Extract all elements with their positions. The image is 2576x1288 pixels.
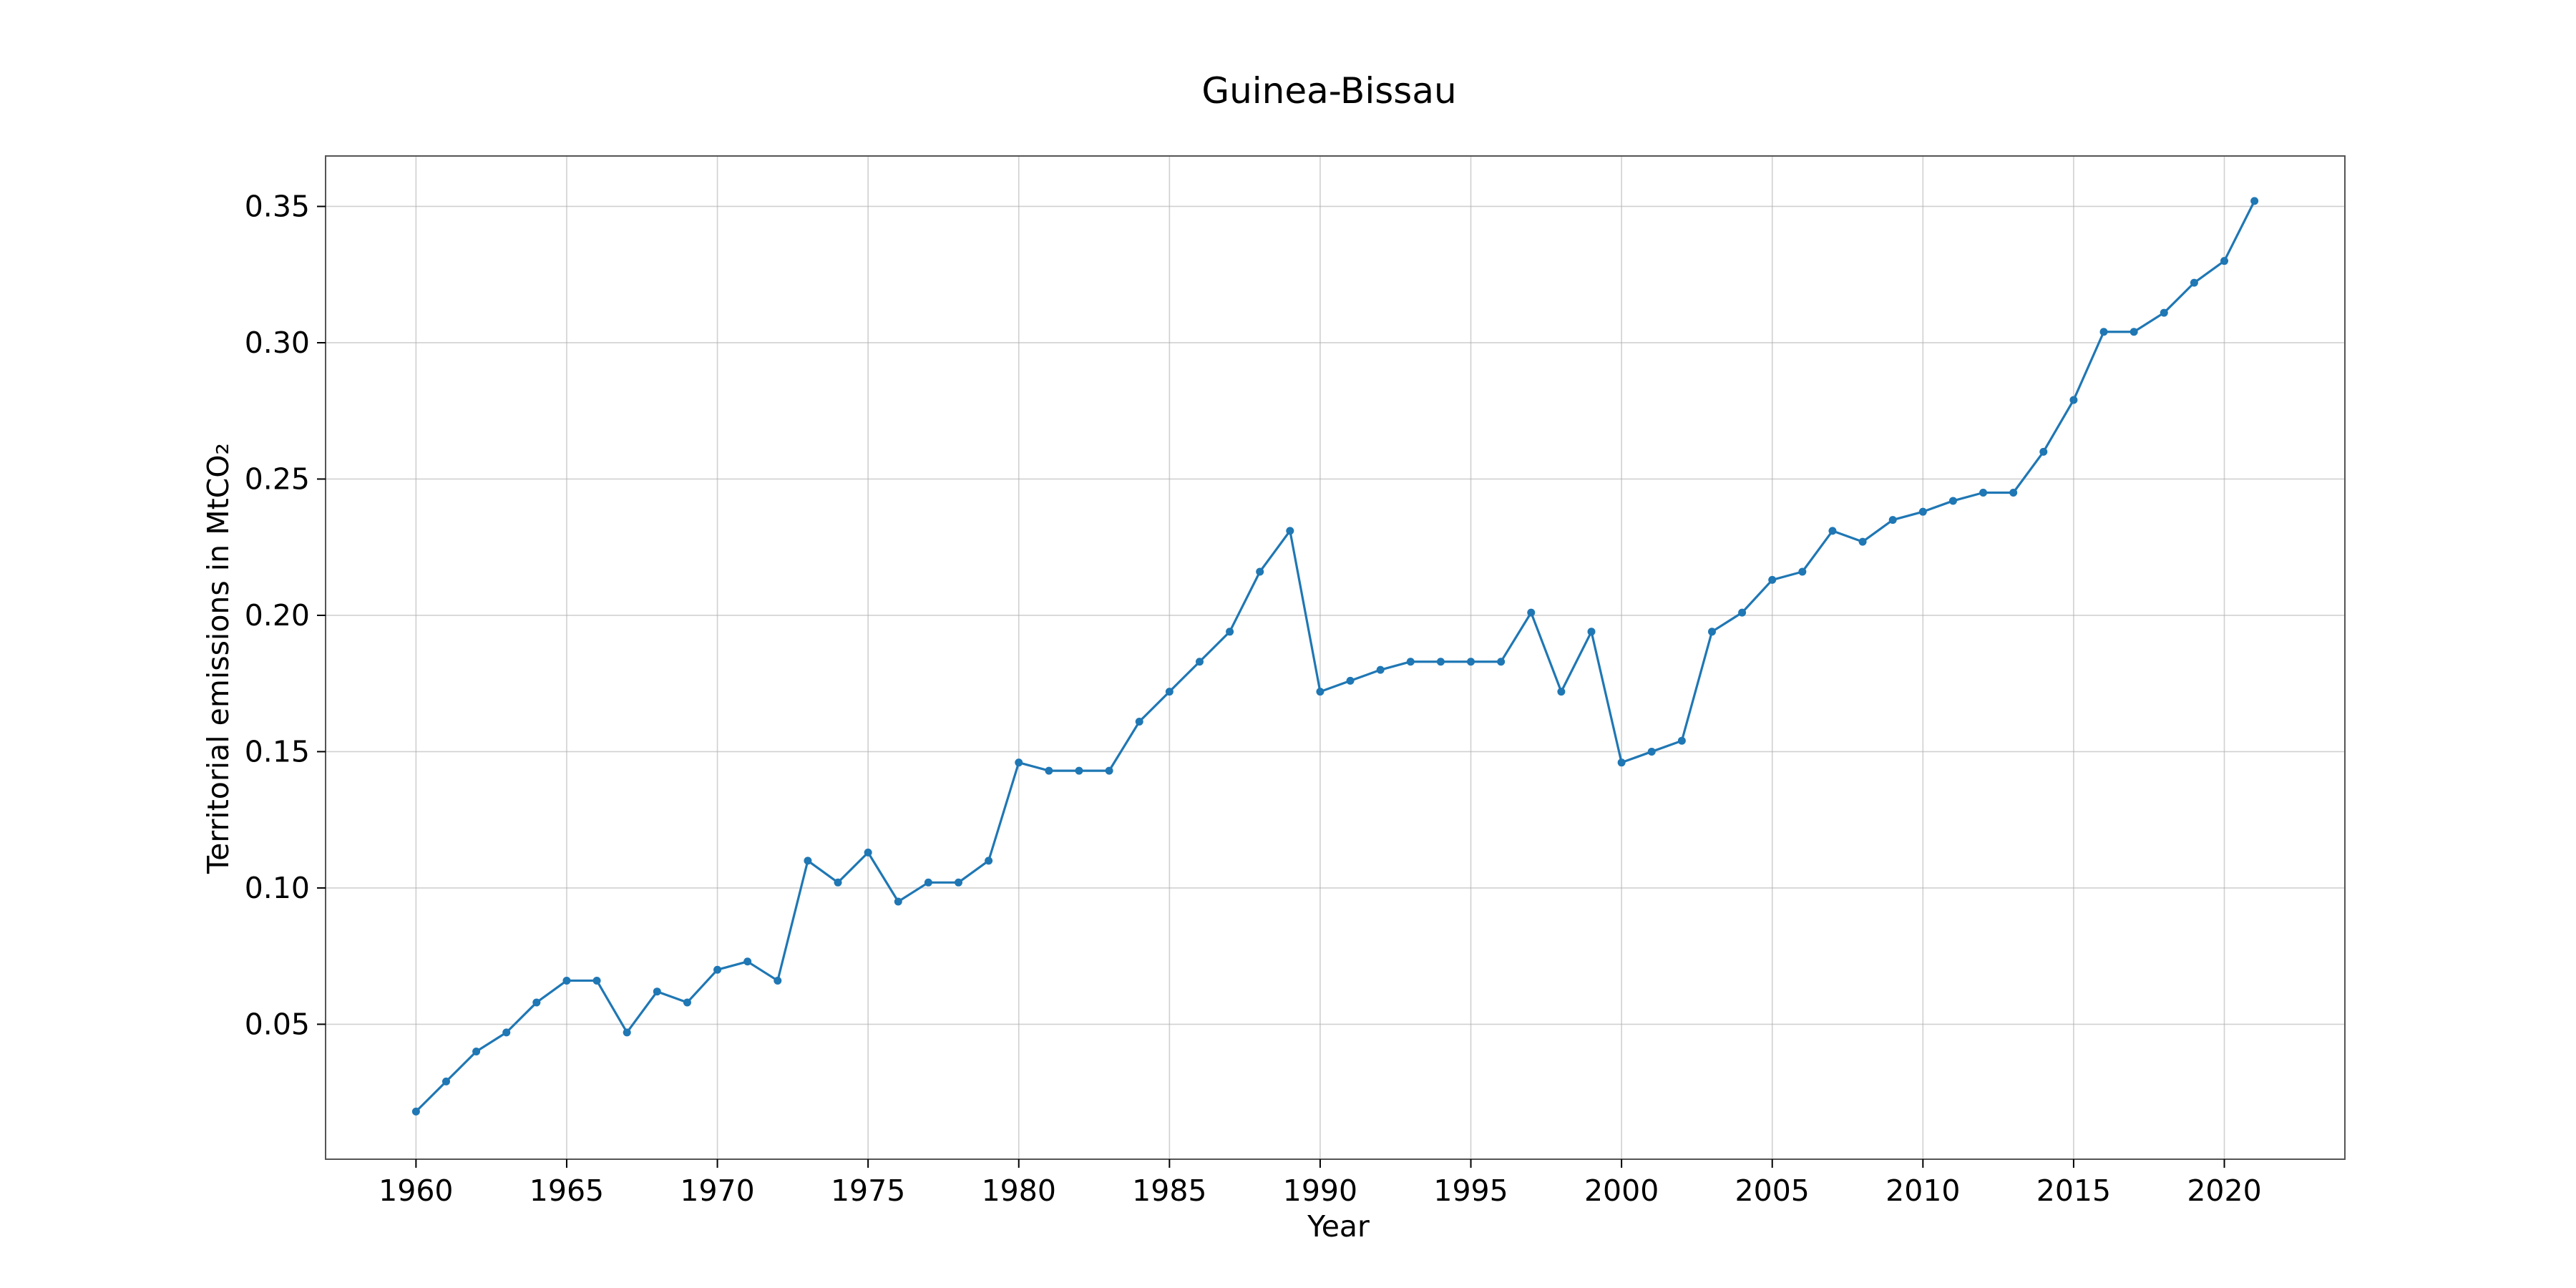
x-axis-label-text: Year <box>1307 1209 1370 1244</box>
data-point <box>743 957 752 966</box>
data-point <box>1768 575 1777 584</box>
data-point <box>1647 747 1656 756</box>
x-tick-label: 1975 <box>831 1174 905 1208</box>
x-tick-label: 2010 <box>1885 1174 1960 1208</box>
data-point <box>1226 628 1234 636</box>
data-point <box>1406 658 1415 666</box>
y-tick-label: 0.30 <box>245 326 310 360</box>
data-point <box>713 965 722 974</box>
data-point <box>1316 688 1324 696</box>
data-point <box>1105 766 1113 775</box>
data-point <box>1346 676 1355 685</box>
data-point <box>1165 688 1174 696</box>
data-point <box>1256 567 1264 576</box>
data-point <box>502 1028 511 1037</box>
grid-lines <box>326 156 2345 1159</box>
data-point <box>1286 527 1294 535</box>
data-point <box>1527 608 1536 617</box>
data-point <box>1828 527 1837 535</box>
x-axis-label: Year <box>1307 1209 1370 1244</box>
data-point <box>1376 665 1385 674</box>
data-point <box>774 976 782 985</box>
data-point <box>2039 447 2048 456</box>
y-axis-label: Territorial emissions in MtCO₂ <box>201 443 235 874</box>
data-point <box>2099 328 2108 336</box>
x-tick-label: 2000 <box>1584 1174 1659 1208</box>
data-point <box>592 976 601 985</box>
data-point <box>2129 328 2138 336</box>
data-point <box>562 976 571 985</box>
data-point <box>1195 658 1204 666</box>
data-point <box>2009 489 2018 497</box>
y-tick-label: 0.25 <box>245 462 310 496</box>
series-points <box>411 197 2259 1116</box>
data-point <box>1677 736 1686 745</box>
data-point <box>985 857 993 865</box>
data-point <box>532 998 541 1007</box>
data-point <box>1948 497 1957 505</box>
plot-area-frame <box>325 155 2346 1160</box>
y-tick-label: 0.05 <box>245 1007 310 1041</box>
data-point <box>1858 537 1867 546</box>
x-axis-ticks: 1960 1965 1970 1975 1980 1985 1990 1995 2000 2005… <box>379 1159 2262 1208</box>
series-line <box>415 200 2256 1113</box>
data-point <box>623 1028 631 1037</box>
data-point <box>1135 718 1143 726</box>
data-point <box>2190 278 2198 287</box>
data-point <box>924 878 932 887</box>
data-point <box>441 1077 450 1085</box>
data-point <box>2160 308 2168 317</box>
x-tick-label: 1995 <box>1433 1174 1508 1208</box>
data-point <box>2250 197 2259 205</box>
x-tick-label: 1960 <box>379 1174 453 1208</box>
data-point <box>955 878 963 887</box>
data-point <box>1075 766 1083 775</box>
y-tick-label: 0.20 <box>245 598 310 633</box>
data-point <box>411 1107 420 1116</box>
y-tick-label: 0.15 <box>245 734 310 769</box>
data-point <box>1436 658 1445 666</box>
data-point <box>472 1048 481 1056</box>
data-point <box>1798 567 1807 576</box>
x-tick-label: 1990 <box>1283 1174 1357 1208</box>
x-tick-label: 1965 <box>530 1174 604 1208</box>
y-axis-ticks: 0.05 0.10 0.15 0.20 0.25 0.30 0.35 <box>245 189 326 1041</box>
data-point <box>1045 766 1053 775</box>
chart-title: Guinea-Bissau <box>1201 70 1457 112</box>
data-point <box>653 987 661 996</box>
x-tick-label: 1970 <box>680 1174 754 1208</box>
data-point <box>894 897 902 906</box>
data-point <box>1888 516 1897 525</box>
y-tick-label: 0.10 <box>245 871 310 905</box>
data-point <box>1497 658 1506 666</box>
x-tick-label: 2015 <box>2036 1174 2111 1208</box>
data-point <box>1918 507 1927 516</box>
data-point <box>1015 758 1023 767</box>
data-point <box>834 878 842 887</box>
data-point <box>1617 758 1626 767</box>
x-tick-label: 1980 <box>982 1174 1056 1208</box>
x-tick-label: 2005 <box>1735 1174 1810 1208</box>
data-point <box>804 857 812 865</box>
data-point <box>1557 688 1566 696</box>
data-point <box>1738 608 1747 617</box>
data-point <box>1979 489 1988 497</box>
data-point <box>864 848 872 857</box>
y-tick-label: 0.35 <box>245 189 310 223</box>
data-point <box>1467 658 1475 666</box>
x-tick-label: 1985 <box>1132 1174 1206 1208</box>
data-point <box>683 998 691 1007</box>
x-tick-label: 2020 <box>2187 1174 2261 1208</box>
data-point <box>2069 396 2078 404</box>
data-point <box>1587 628 1596 636</box>
data-point <box>2220 257 2229 265</box>
data-point <box>1707 628 1716 636</box>
